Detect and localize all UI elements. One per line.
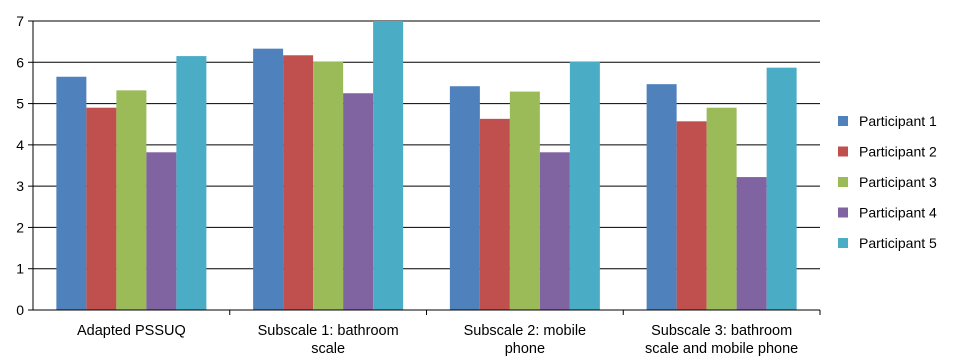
- legend-swatch: [838, 116, 848, 126]
- bar-participant-3: [313, 61, 344, 311]
- y-tick-label: 4: [16, 137, 24, 153]
- bar-participant-5: [766, 67, 797, 310]
- x-category-label: Subscale 2: mobile: [464, 323, 587, 339]
- axes: [28, 20, 821, 315]
- bar-participant-2: [283, 55, 314, 310]
- legend-swatch: [838, 238, 848, 248]
- x-category-label: phone: [505, 341, 545, 357]
- bar-participant-1: [449, 86, 480, 310]
- y-tick-labels: 0 1 2 3 4 5 6 7: [16, 13, 24, 318]
- bar-participant-3: [706, 107, 737, 310]
- bar-participant-1: [646, 84, 677, 310]
- bar-participant-5: [176, 56, 207, 310]
- bar-participant-4: [343, 93, 374, 310]
- legend-label: Participant 3: [859, 174, 937, 190]
- bar-participant-1: [56, 76, 87, 310]
- legend-label: Participant 1: [859, 113, 937, 129]
- legend-label: Participant 2: [859, 144, 937, 160]
- x-category-label: Subscale 1: bathroom: [258, 323, 399, 339]
- x-category-label: scale and mobile phone: [645, 341, 798, 357]
- y-tick-label: 3: [16, 178, 24, 194]
- legend-label: Participant 4: [859, 205, 937, 221]
- legend-swatch: [838, 146, 848, 157]
- bar-participant-5: [373, 21, 404, 310]
- x-category-labels: Adapted PSSUQ Subscale 1: bathroom scale Su…: [77, 323, 798, 357]
- bar-participant-3: [509, 91, 540, 310]
- legend-swatch: [838, 207, 848, 218]
- y-tick-label: 1: [16, 261, 24, 277]
- x-category-label: scale: [311, 341, 345, 357]
- bar-participant-2: [86, 107, 117, 310]
- bar-participant-1: [253, 48, 284, 310]
- y-tick-label: 2: [16, 219, 24, 235]
- bar-participant-4: [146, 152, 177, 310]
- y-tick-label: 6: [16, 54, 24, 70]
- x-category-label: Subscale 3: bathroom: [651, 323, 792, 339]
- bar-participant-3: [116, 90, 147, 310]
- legend: Participant 1 Participant 2 Participant 3 P…: [838, 113, 937, 251]
- bar-participant-2: [479, 118, 510, 311]
- bar-participant-5: [569, 61, 600, 311]
- legend-swatch: [838, 177, 848, 187]
- bar-participant-4: [539, 152, 570, 310]
- y-tick-label: 7: [16, 13, 24, 29]
- y-tick-label: 5: [16, 96, 24, 112]
- bars: [56, 21, 797, 311]
- x-category-label: Adapted PSSUQ: [77, 323, 186, 339]
- legend-label: Participant 5: [859, 235, 937, 251]
- y-tick-label: 0: [16, 302, 24, 318]
- bar-participant-2: [676, 121, 707, 311]
- bar-participant-4: [736, 177, 767, 310]
